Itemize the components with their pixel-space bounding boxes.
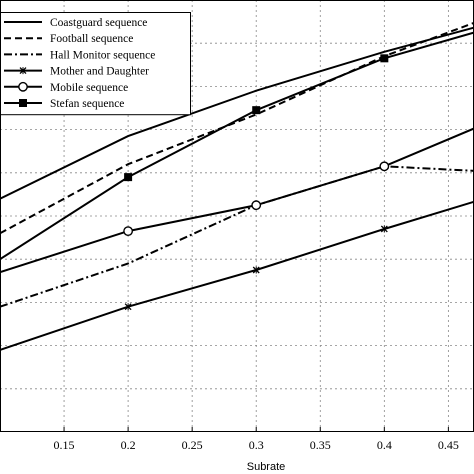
x-axis-label: Subrate xyxy=(247,461,286,473)
series-layer xyxy=(0,21,474,351)
legend-label: Hall Monitor sequence xyxy=(50,49,155,61)
data-point xyxy=(379,161,390,172)
series-stefan-sequence xyxy=(0,31,474,261)
grid xyxy=(0,0,474,432)
legend-item: Coastguard sequence xyxy=(4,17,147,29)
series-line-coastguard-sequence xyxy=(0,26,474,200)
data-point xyxy=(252,106,261,115)
x-tick-label: 0.25 xyxy=(182,438,203,452)
legend-item: Hall Monitor sequence xyxy=(4,49,155,61)
data-point xyxy=(251,200,262,211)
legend-label: Stefan sequence xyxy=(50,98,124,110)
x-tick-label: 0.2 xyxy=(121,438,136,452)
legend-item: Football sequence xyxy=(4,33,133,45)
data-point xyxy=(124,303,132,311)
series-hall-monitor-sequence xyxy=(0,165,474,308)
data-point xyxy=(123,226,134,237)
x-tick-label: 0.15 xyxy=(54,438,75,452)
series-mobile-sequence xyxy=(0,127,474,274)
legend-box xyxy=(0,12,191,116)
series-line-mobile-sequence xyxy=(0,127,474,274)
legend-marker xyxy=(18,81,28,92)
x-tick-label: 0.35 xyxy=(310,438,331,452)
x-axis: 0.15 0.2 0.25 0.3 0.35 0.4 0.45 xyxy=(54,427,459,452)
legend-marker xyxy=(19,67,27,75)
x-tick-label: 0.45 xyxy=(438,438,459,452)
series-mother-and-daughter xyxy=(0,200,474,351)
legend-label: Mobile sequence xyxy=(50,82,128,94)
legend-label: Coastguard sequence xyxy=(50,17,147,29)
legend-item: Mobile sequence xyxy=(4,82,128,94)
legend: Coastguard sequence Football sequence Hall… xyxy=(0,12,191,116)
legend-label: Mother and Daughter xyxy=(50,66,149,78)
series-coastguard-sequence xyxy=(0,26,474,200)
data-point xyxy=(124,173,133,182)
legend-marker xyxy=(19,99,27,107)
data-point xyxy=(380,225,388,233)
legend-item: Stefan sequence xyxy=(4,98,124,110)
x-tick-label: 0.4 xyxy=(377,438,392,452)
data-point xyxy=(252,266,260,274)
legend-label: Football sequence xyxy=(50,33,133,45)
x-tick-label: 0.3 xyxy=(249,438,264,452)
data-point xyxy=(380,54,389,63)
legend-item: Mother and Daughter xyxy=(4,66,149,78)
series-line-hall-monitor-sequence xyxy=(0,165,474,308)
